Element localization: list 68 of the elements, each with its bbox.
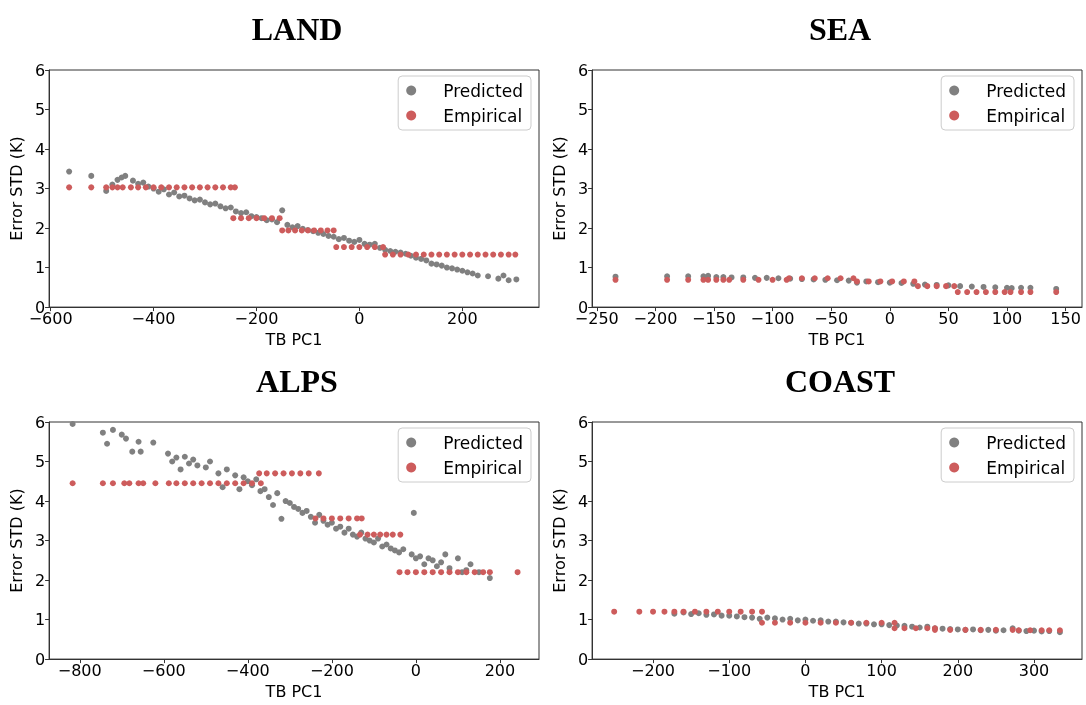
y-tick-label: 4 <box>34 139 46 159</box>
y-tick-label: 1 <box>34 610 46 630</box>
y-tick-label: 2 <box>577 218 589 238</box>
x-tick-label: −800 <box>57 660 102 680</box>
y-tick-label: 6 <box>577 60 589 80</box>
y-tick-label: 6 <box>34 412 46 432</box>
legend-label: Empirical <box>443 105 523 126</box>
x-axis-title: TB PC1 <box>807 681 866 701</box>
x-tick-label: −100 <box>707 660 752 680</box>
x-tick-label: −200 <box>309 660 354 680</box>
x-tick-label: −200 <box>633 308 678 328</box>
x-tick-label: 0 <box>410 660 421 680</box>
x-tick-label: 200 <box>447 308 478 328</box>
y-axis-title: Error STD (K) <box>6 136 26 241</box>
y-axis-title: Error STD (K) <box>549 488 569 593</box>
x-axis-title: TB PC1 <box>807 329 866 349</box>
y-tick-label: 5 <box>34 452 46 472</box>
x-tick-label: −150 <box>692 308 736 328</box>
y-tick-label: 1 <box>577 258 589 278</box>
y-tick-label: 5 <box>577 100 589 120</box>
y-tick-label: 2 <box>577 570 589 590</box>
y-tick-label: 3 <box>577 531 589 551</box>
y-tick-label: 3 <box>34 179 46 199</box>
y-tick-label: 3 <box>577 179 589 199</box>
x-axis-title: TB PC1 <box>264 329 323 349</box>
chart-title: LAND <box>251 11 343 47</box>
x-tick-label: 200 <box>942 660 974 680</box>
x-tick-label: 300 <box>1018 660 1050 680</box>
x-tick-label: −400 <box>225 660 270 680</box>
y-tick-label: 2 <box>34 570 46 590</box>
y-tick-label: 1 <box>577 610 589 630</box>
x-tick-label: −200 <box>631 660 676 680</box>
legend-label: Empirical <box>986 457 1066 478</box>
legend-label: Predicted <box>986 432 1067 453</box>
y-tick-label: 4 <box>577 139 589 159</box>
chart-title: SEA <box>808 11 872 47</box>
y-tick-label: 3 <box>34 531 46 551</box>
y-tick-label: 4 <box>34 491 46 511</box>
legend-label: Empirical <box>986 105 1066 126</box>
chart-title: COAST <box>784 363 896 399</box>
x-tick-label: −50 <box>814 308 849 328</box>
x-tick-label: 150 <box>1050 308 1081 328</box>
y-tick-label: 5 <box>577 452 589 472</box>
x-tick-label: −600 <box>141 660 186 680</box>
legend-label: Predicted <box>443 432 524 453</box>
x-tick-label: −200 <box>234 308 279 328</box>
x-axis-title: TB PC1 <box>264 681 323 701</box>
x-tick-label: 200 <box>484 660 516 680</box>
x-tick-label: 100 <box>991 308 1023 328</box>
x-tick-label: 50 <box>938 308 959 328</box>
x-tick-label: −100 <box>750 308 795 328</box>
y-tick-label: 6 <box>577 412 589 432</box>
y-axis-title: Error STD (K) <box>6 488 26 593</box>
x-tick-label: 0 <box>884 308 895 328</box>
legend-label: Empirical <box>443 457 523 478</box>
y-tick-label: 6 <box>34 60 46 80</box>
y-tick-label: 2 <box>34 218 46 238</box>
x-tick-label: 100 <box>866 660 897 680</box>
legend-label: Predicted <box>986 80 1067 101</box>
y-tick-label: 4 <box>577 491 589 511</box>
chart-title: ALPS <box>256 363 338 399</box>
y-tick-label: 1 <box>34 258 46 278</box>
x-tick-label: 0 <box>354 308 365 328</box>
x-tick-label: −400 <box>131 308 176 328</box>
y-axis-title: Error STD (K) <box>549 136 569 241</box>
x-tick-label: 0 <box>800 660 811 680</box>
y-tick-label: 5 <box>34 100 46 120</box>
legend-label: Predicted <box>443 80 524 101</box>
